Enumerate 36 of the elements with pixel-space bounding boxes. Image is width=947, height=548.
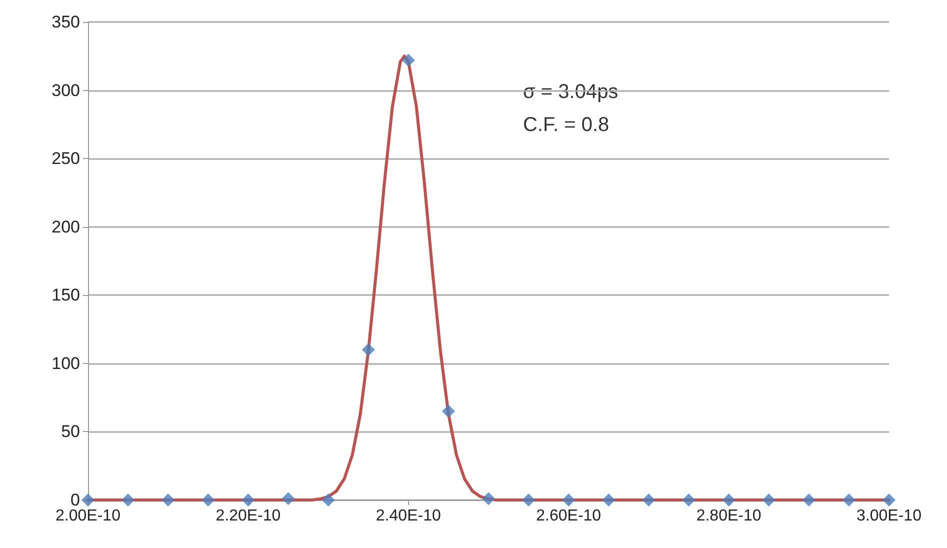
point — [802, 494, 816, 506]
x-tick-label: 2.80E-10 — [696, 508, 762, 524]
x-tick-label: 2.60E-10 — [536, 508, 602, 524]
y-tick-label: 350 — [52, 12, 80, 32]
point — [402, 54, 415, 67]
y-tick-label: 50 — [61, 422, 80, 442]
y-tick-label: 100 — [52, 354, 80, 373]
x-tick-label: 2.40E-10 — [376, 508, 441, 524]
point — [122, 494, 135, 506]
point — [322, 494, 335, 506]
point — [762, 494, 776, 506]
point — [362, 343, 375, 356]
point — [722, 494, 736, 506]
point — [82, 494, 94, 506]
point — [442, 404, 455, 418]
point — [482, 492, 495, 506]
point — [282, 492, 295, 506]
point — [162, 494, 175, 506]
x-tick-label: 2.20E-10 — [216, 508, 281, 524]
point — [842, 494, 856, 506]
x-tick-label: 2.00E-10 — [56, 508, 121, 524]
point — [202, 494, 215, 506]
point — [642, 494, 656, 506]
point — [522, 494, 536, 506]
point — [562, 494, 576, 506]
point — [602, 494, 616, 506]
x-tick-label: 3.00E-10 — [856, 508, 922, 524]
y-tick-label: 250 — [52, 149, 80, 168]
annotation: C.F. = 0.8 — [523, 114, 610, 136]
point — [882, 494, 896, 506]
y-tick-label: 200 — [52, 217, 80, 236]
y-tick-label: 150 — [52, 286, 80, 305]
y-tick-label: 0 — [70, 490, 80, 510]
y-tick-label: 300 — [52, 80, 80, 100]
point — [682, 494, 696, 506]
point — [242, 494, 255, 506]
